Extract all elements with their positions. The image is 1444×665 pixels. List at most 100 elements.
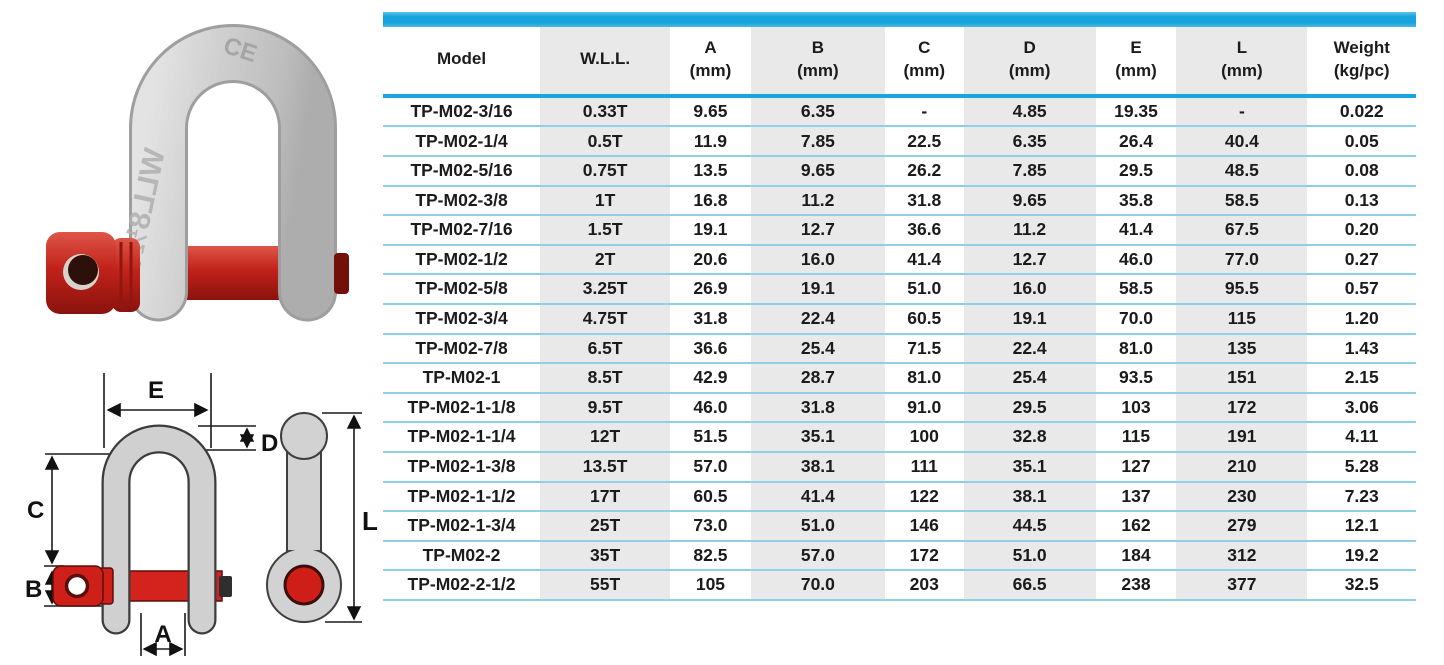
table-cell: 25.4 <box>750 333 886 365</box>
table-cell: 0.33T <box>540 95 671 128</box>
table-cell: TP-M02-1/2 <box>383 244 541 276</box>
table-cell: TP-M02-5/16 <box>383 156 541 187</box>
table-cell: 1.43 <box>1307 333 1416 365</box>
table-cell: 16.0 <box>750 244 886 276</box>
table-cell: 41.4 <box>885 244 964 276</box>
table-cell: 279 <box>1176 511 1308 542</box>
table-cell: TP-M02-1-1/4 <box>383 422 541 453</box>
col-header-a: A (mm) <box>670 27 751 98</box>
table-cell: 31.8 <box>670 304 751 335</box>
table-cell: 0.022 <box>1307 95 1416 128</box>
table-cell: 58.5 <box>1095 274 1177 306</box>
table-cell: 9.65 <box>750 156 886 187</box>
front-pin-eye <box>64 573 90 599</box>
table-cell: 203 <box>885 570 964 601</box>
table-cell: 41.4 <box>1095 215 1177 246</box>
table-cell: 16.0 <box>963 274 1096 306</box>
table-row: TP-M02-7/16 1.5T 19.1 12.7 36.6 11.2 41.4 67.5 0… <box>383 215 1416 246</box>
table-cell: 22.4 <box>750 304 886 335</box>
table-cell: TP-M02-3/8 <box>383 185 541 217</box>
table-cell: 103 <box>1095 392 1177 424</box>
table-cell: 2.15 <box>1307 363 1416 394</box>
table-cell: 51.0 <box>750 511 886 542</box>
table-cell: 191 <box>1176 422 1308 453</box>
table-cell: 22.5 <box>885 126 964 158</box>
table-cell: 51.0 <box>963 540 1096 572</box>
table-cell: TP-M02-1 <box>383 363 541 394</box>
side-top-eye <box>280 412 328 460</box>
table-cell: 4.11 <box>1307 422 1416 453</box>
table-cell: 8.5T <box>540 363 671 394</box>
table-cell: 111 <box>885 452 964 483</box>
table-row: TP-M02-5/16 0.75T 13.5 9.65 26.2 7.85 29.5 48.5… <box>383 156 1416 187</box>
table-cell: TP-M02-1-1/8 <box>383 392 541 424</box>
table-cell: 25.4 <box>963 363 1096 394</box>
table-cell: 81.0 <box>885 363 964 394</box>
col-header-weight: Weight (kg/pc) <box>1307 27 1416 98</box>
table-cell: TP-M02-2 <box>383 540 541 572</box>
table-cell: 71.5 <box>885 333 964 365</box>
table-cell: 91.0 <box>885 392 964 424</box>
table-cell: 31.8 <box>750 392 886 424</box>
col-header-e: E (mm) <box>1095 27 1177 98</box>
table-cell: 9.5T <box>540 392 671 424</box>
table-cell: 46.0 <box>670 392 751 424</box>
table-row: TP-M02-1-1/2 17T 60.5 41.4 122 38.1 137 230 7.23 <box>383 481 1416 513</box>
col-header-wll: W.L.L. <box>540 27 671 98</box>
table-cell: 42.9 <box>670 363 751 394</box>
accent-bar <box>383 12 1416 27</box>
table-cell: 22.4 <box>963 333 1096 365</box>
table-cell: 66.5 <box>963 570 1096 601</box>
shackle-photo-illustration: CE WLL8½T <box>46 24 349 322</box>
table-cell: 19.1 <box>750 274 886 306</box>
table-cell: 77.0 <box>1176 244 1308 276</box>
pin-collar <box>112 238 140 312</box>
table-cell: 70.0 <box>1095 304 1177 335</box>
col-header-c: C (mm) <box>885 27 964 98</box>
table-cell: 6.35 <box>750 95 886 128</box>
table-cell: 26.9 <box>670 274 751 306</box>
shackle-dimension-drawing: E D C B A L <box>25 373 378 657</box>
table-row: TP-M02-1-1/8 9.5T 46.0 31.8 91.0 29.5 103 172 3.… <box>383 392 1416 424</box>
table-cell: 377 <box>1176 570 1308 601</box>
table-cell: 26.2 <box>885 156 964 187</box>
table-cell: 135 <box>1176 333 1308 365</box>
table-row: TP-M02-1/4 0.5T 11.9 7.85 22.5 6.35 26.4 40.4 0.… <box>383 126 1416 158</box>
pin-eye-hole-shadow <box>68 255 98 285</box>
table-row: TP-M02-1/2 2T 20.6 16.0 41.4 12.7 46.0 77.0 0.27 <box>383 244 1416 276</box>
table-cell: 184 <box>1095 540 1177 572</box>
table-row: TP-M02-1-3/8 13.5T 57.0 38.1 111 35.1 127 210 5.… <box>383 452 1416 483</box>
table-cell: 16.8 <box>670 185 751 217</box>
table-cell: 11.9 <box>670 126 751 158</box>
table-cell: 12.7 <box>963 244 1096 276</box>
table-cell: 93.5 <box>1095 363 1177 394</box>
pin-cap <box>334 253 349 294</box>
table-cell: 20.6 <box>670 244 751 276</box>
table-cell: 19.1 <box>963 304 1096 335</box>
dim-label-l: L <box>362 506 378 536</box>
table-cell: 26.4 <box>1095 126 1177 158</box>
shackle-bow <box>132 27 334 319</box>
table-row: TP-M02-3/16 0.33T 9.65 6.35-4.85 19.35-0.022 <box>383 95 1416 128</box>
table-cell: 0.13 <box>1307 185 1416 217</box>
table-cell: 32.8 <box>963 422 1096 453</box>
col-header-b: B (mm) <box>750 27 886 98</box>
table-cell: 100 <box>885 422 964 453</box>
table-cell: TP-M02-3/4 <box>383 304 541 335</box>
table-row: TP-M02-1-1/4 12T 51.5 35.1 100 32.8 115 191 4.11 <box>383 422 1416 453</box>
product-photo: CE WLL8½T <box>0 0 380 340</box>
table-row: TP-M02-2 35T 82.5 57.0 172 51.0 184 312 19.2 <box>383 540 1416 572</box>
table-cell: 172 <box>1176 392 1308 424</box>
table-cell: 29.5 <box>963 392 1096 424</box>
table-cell: 137 <box>1095 481 1177 513</box>
table-cell: 51.5 <box>670 422 751 453</box>
table-cell: 29.5 <box>1095 156 1177 187</box>
table-cell: 238 <box>1095 570 1177 601</box>
table-cell: 2T <box>540 244 671 276</box>
table-cell: 9.65 <box>670 95 751 128</box>
dimension-diagram: E D C B A L <box>0 338 400 660</box>
table-cell: 13.5T <box>540 452 671 483</box>
table-cell: TP-M02-7/8 <box>383 333 541 365</box>
header-row: Model W.L.L. A (mm) B (mm) C (mm) D (mm)… <box>383 27 1416 98</box>
table-cell: 13.5 <box>670 156 751 187</box>
